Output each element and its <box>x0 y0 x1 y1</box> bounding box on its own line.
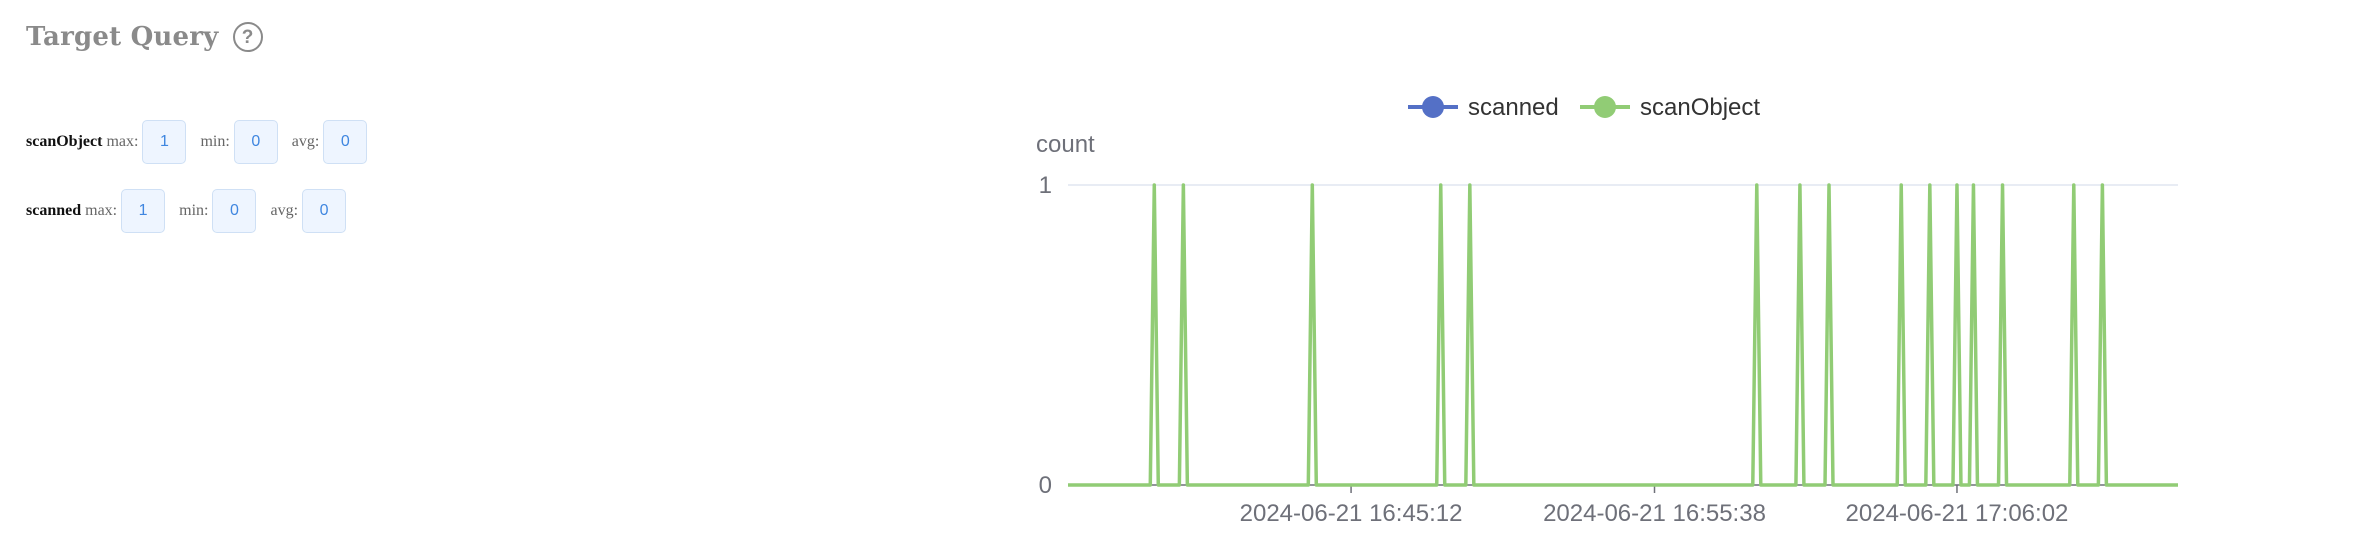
stat-name: scanned <box>26 202 82 219</box>
stat-row-scanned: scanned max: 1 min: 0 avg: 0 <box>26 189 360 233</box>
panel-header: Target Query ? <box>26 22 263 52</box>
legend-label-scanned: scanned <box>1468 94 1559 121</box>
series-line-scanobject <box>1068 183 2178 487</box>
min-value: 0 <box>233 120 278 164</box>
max-label: max: <box>106 133 139 150</box>
avg-label: avg: <box>270 202 299 219</box>
avg-label: avg: <box>291 133 320 150</box>
avg-value: 0 <box>302 189 347 233</box>
avg-value: 0 <box>323 120 368 164</box>
min-value: 0 <box>212 189 257 233</box>
legend-marker-scanobject <box>1594 96 1616 118</box>
max-value: 1 <box>142 120 187 164</box>
x-tick-label: 2024-06-21 17:06:02 <box>1846 500 2069 527</box>
x-tick-label: 2024-06-21 16:55:38 <box>1543 500 1766 527</box>
help-icon[interactable]: ? <box>232 22 263 52</box>
y-tick-label: 0 <box>1039 472 1052 499</box>
x-tick-label: 2024-06-21 16:45:12 <box>1240 500 1463 527</box>
legend-marker-scanned <box>1422 96 1444 118</box>
panel-title: Target Query <box>26 22 219 52</box>
min-label: min: <box>179 202 209 219</box>
max-label: max: <box>85 202 118 219</box>
stat-row-scanobject: scanObject max: 1 min: 0 avg: 0 <box>26 120 381 164</box>
max-value: 1 <box>121 189 166 233</box>
stat-name: scanObject <box>26 133 103 150</box>
y-axis-label: count <box>1036 131 1095 158</box>
y-tick-label: 1 <box>1039 172 1052 199</box>
legend-label-scanobject: scanObject <box>1640 94 1760 121</box>
min-label: min: <box>200 133 230 150</box>
